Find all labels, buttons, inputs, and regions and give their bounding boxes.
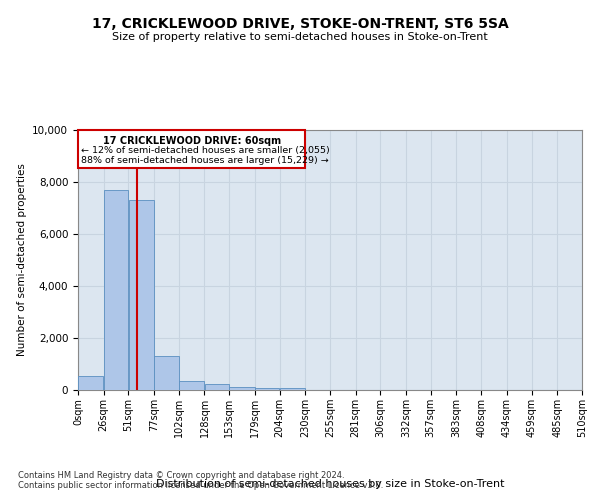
Bar [205,384,229,390]
Bar [128,200,154,390]
Text: 88% of semi-detached houses are larger (15,229) →: 88% of semi-detached houses are larger (… [81,156,329,165]
Y-axis label: Number of semi-detached properties: Number of semi-detached properties [17,164,27,356]
Text: Size of property relative to semi-detached houses in Stoke-on-Trent: Size of property relative to semi-detach… [112,32,488,42]
Bar [280,388,305,390]
Text: Contains HM Land Registry data © Crown copyright and database right 2024.
Contai: Contains HM Land Registry data © Crown c… [18,470,383,490]
Text: 17 CRICKLEWOOD DRIVE: 60sqm: 17 CRICKLEWOOD DRIVE: 60sqm [103,136,281,146]
Text: 17, CRICKLEWOOD DRIVE, STOKE-ON-TRENT, ST6 5SA: 17, CRICKLEWOOD DRIVE, STOKE-ON-TRENT, S… [92,18,508,32]
X-axis label: Distribution of semi-detached houses by size in Stoke-on-Trent: Distribution of semi-detached houses by … [156,479,504,489]
Bar [104,190,128,390]
Bar [179,381,204,390]
Text: ← 12% of semi-detached houses are smaller (2,055): ← 12% of semi-detached houses are smalle… [81,146,330,154]
Bar [229,386,254,390]
FancyBboxPatch shape [78,130,305,168]
Bar [154,356,179,390]
Bar [78,376,103,390]
Bar [255,388,280,390]
